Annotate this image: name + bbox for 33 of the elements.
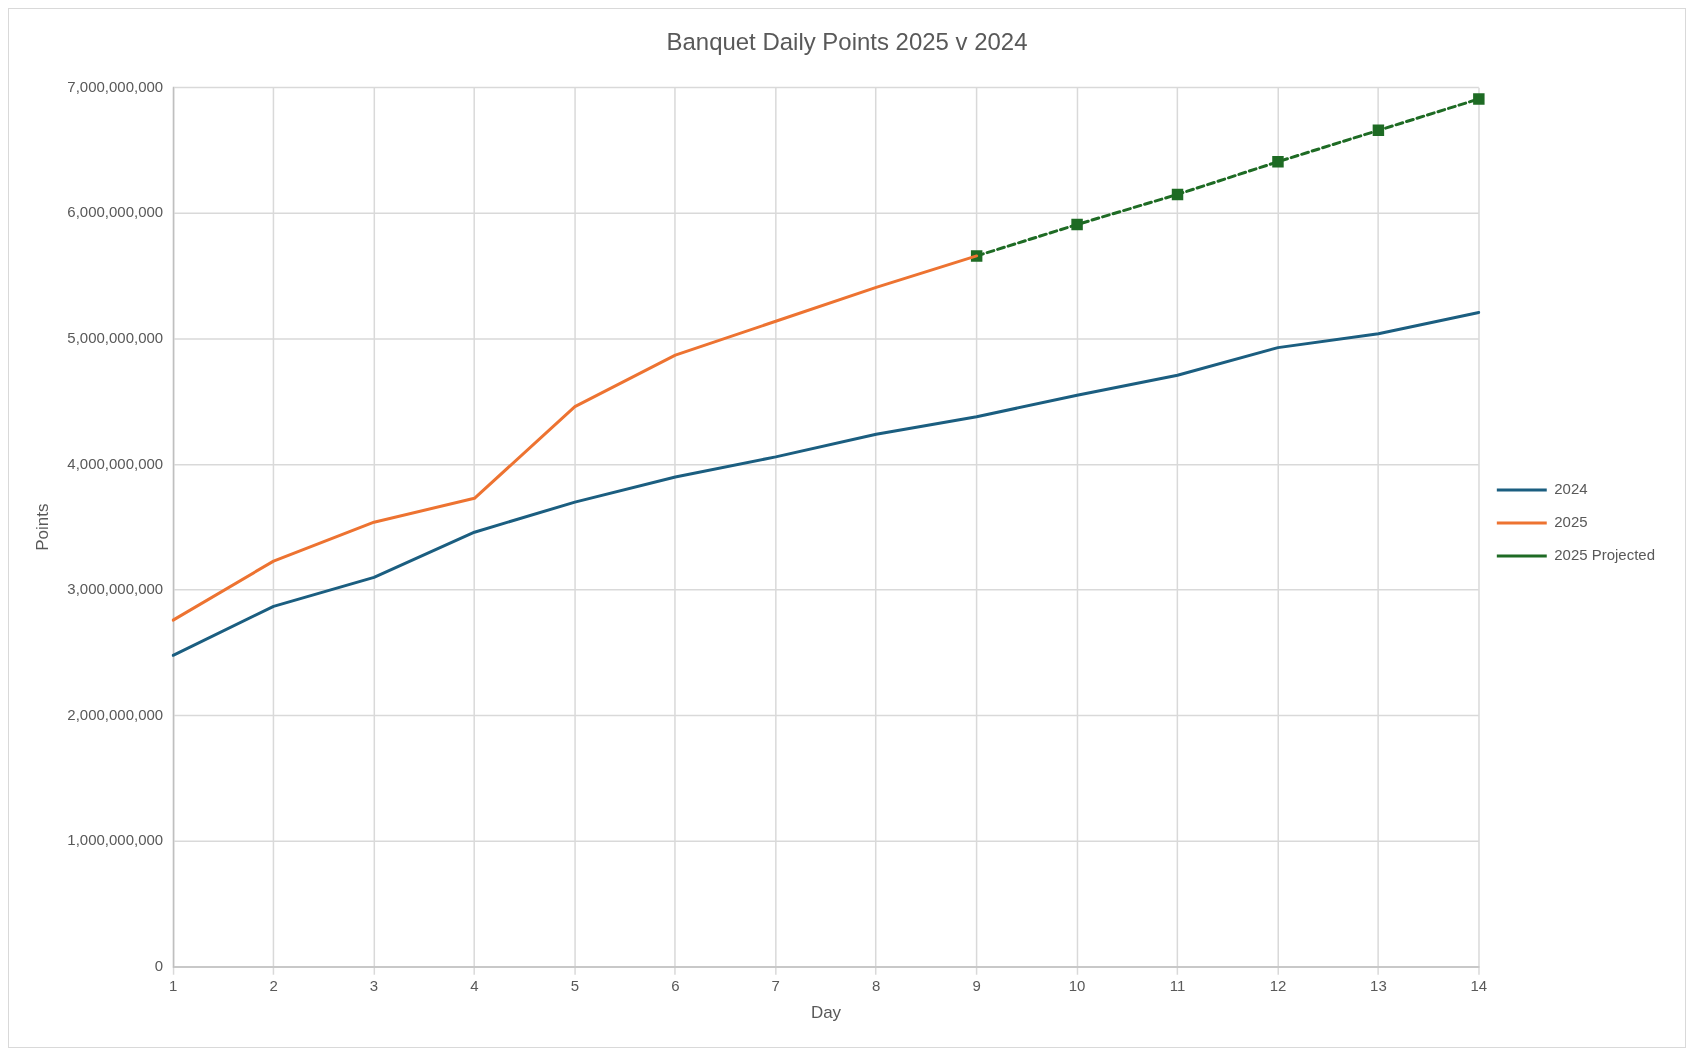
y-tick-label: 0 <box>154 956 164 974</box>
point <box>1272 156 1284 168</box>
x-tick-label: 9 <box>972 976 981 994</box>
chart-title: Banquet Daily Points 2025 v 2024 <box>666 27 1028 55</box>
legend-label: 2025 <box>1554 513 1588 531</box>
y-tick-label: 3,000,000,000 <box>67 580 164 598</box>
x-tick-label: 3 <box>369 976 379 994</box>
y-tick-label: 4,000,000,000 <box>67 454 164 472</box>
x-tick-label: 10 <box>1068 976 1086 994</box>
x-axis-title: Day <box>810 1002 842 1022</box>
x-tick-label: 8 <box>872 976 881 994</box>
x-tick-label: 12 <box>1269 976 1287 994</box>
x-tick-label: 11 <box>1169 976 1186 994</box>
x-tick-label: 4 <box>470 976 479 994</box>
point <box>1071 218 1083 231</box>
y-tick-label: 1,000,000,000 <box>67 831 164 849</box>
point <box>1372 124 1385 137</box>
y-tick-label: 2,000,000,000 <box>67 705 164 723</box>
y-tick-label: 6,000,000,000 <box>67 203 164 221</box>
x-tick-label: 14 <box>1470 976 1488 994</box>
x-tick-label: 7 <box>771 976 780 994</box>
x-tick-label: 5 <box>570 976 580 994</box>
x-tick-label: 6 <box>671 976 680 994</box>
legend-label: 2025 Projected <box>1554 546 1655 564</box>
x-tick-label: 13 <box>1370 976 1387 994</box>
y-tick-label: 5,000,000,000 <box>67 328 164 346</box>
y-axis-title: Points <box>32 503 52 551</box>
point <box>1473 93 1485 105</box>
legend-label: 2024 <box>1554 480 1588 498</box>
x-tick-label: 1 <box>168 976 178 994</box>
y-tick-label: 7,000,000,000 <box>67 77 164 95</box>
x-tick-label: 2 <box>269 976 278 994</box>
point <box>1171 188 1184 201</box>
